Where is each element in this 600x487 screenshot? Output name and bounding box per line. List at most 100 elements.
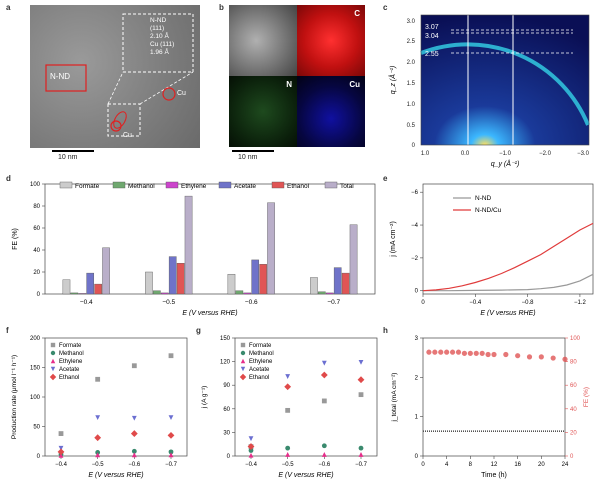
- point-formate: [358, 392, 364, 398]
- y-tick-label: 150: [30, 366, 41, 372]
- y-tick-label-right: 60: [570, 383, 577, 389]
- fe-point: [461, 350, 468, 356]
- bar-ethylene: [160, 292, 169, 295]
- y-tick-label: 0: [415, 289, 419, 295]
- x-tick-label: 24: [562, 462, 569, 468]
- point-ethanol: [167, 431, 175, 439]
- lattice-inset-labels: N-ND (111) 2.10 Å Cu (111) 1.96 Å: [150, 17, 175, 56]
- bar-formate: [227, 273, 236, 295]
- bar-formate: [145, 271, 153, 295]
- ring-label-1: 3.07: [425, 24, 439, 31]
- x-tick-label: −0.4: [469, 300, 482, 306]
- curve-n-nd: [423, 273, 594, 292]
- x-tick-label: 12: [491, 462, 498, 468]
- legend-label-0: N-ND: [475, 195, 492, 202]
- panel-label-c: c: [383, 3, 388, 12]
- fe-point: [491, 351, 497, 358]
- point-ethanol: [357, 376, 365, 384]
- chart-e-lsv: 0 −2 −4 −6 0 −0.4 −0.8 −1.2 N-ND N-ND/Cu E (V vers…: [390, 183, 594, 316]
- scale-bar-a: [52, 150, 94, 152]
- bar-ethylene: [325, 292, 334, 295]
- y-tick-label-right: 40: [570, 407, 577, 413]
- fe-point: [479, 350, 485, 356]
- bar-ethanol: [94, 283, 102, 295]
- svg-text:2.0: 2.0: [407, 60, 416, 66]
- x-axis-label: E (V versus RHE): [182, 310, 237, 316]
- bar-formate: [62, 279, 71, 295]
- fe-point: [467, 350, 473, 356]
- y-tick-label: 60: [223, 407, 230, 413]
- point-acetate: [321, 360, 327, 366]
- legend-label-formate: Formate: [59, 343, 82, 349]
- point-methanol: [358, 445, 364, 451]
- bar-methanol: [153, 290, 161, 295]
- c-map-label: C: [354, 9, 360, 18]
- bar-ethanol: [176, 262, 185, 295]
- legend-label-ethanol: Ethanol: [59, 375, 79, 381]
- nnd-region-label: N-ND: [50, 72, 70, 81]
- legend-label-ethylene: Ethylene: [59, 359, 83, 365]
- x-tick-label: 0: [421, 300, 425, 306]
- svg-text:3.0: 3.0: [407, 19, 416, 25]
- axes-frame: [234, 337, 378, 457]
- point-formate: [131, 363, 137, 369]
- bar-acetate: [168, 256, 177, 295]
- scale-bar-b: [232, 150, 274, 152]
- x-axis-label: E (V versus RHE): [480, 310, 535, 316]
- cu-label-2: Cu: [177, 90, 186, 97]
- legend-label-formate: Formate: [75, 183, 100, 190]
- giwaxs-panel: 3.07 3.04 2.55 0 0.5 1.0 1.5 2.0 2.5 3.0…: [388, 14, 590, 168]
- fe-point: [503, 351, 509, 358]
- point-methanol: [285, 445, 291, 451]
- bar-ethanol: [341, 272, 350, 295]
- y-tick-label-right: 100: [570, 336, 581, 342]
- legend-swatch-acetate: [218, 181, 232, 189]
- y-tick-label: 100: [30, 395, 41, 401]
- ring-label-3: 2.55: [425, 51, 439, 58]
- y-tick-label-left: 2: [415, 375, 419, 381]
- y-tick-label: 40: [33, 248, 40, 254]
- x-tick-label: 16: [514, 462, 521, 468]
- panel-label-e: e: [383, 174, 388, 183]
- point-acetate: [285, 374, 291, 379]
- y-tick-label: 200: [30, 336, 41, 342]
- fe-point: [538, 354, 544, 360]
- y-tick-label-right: 0: [570, 454, 574, 460]
- panel-label-f: f: [6, 326, 9, 335]
- chart-g-partial-current: 0 30 60 90 120 150 −0.4 −0.5 −0.6 −0.7 Formate Meth…: [201, 336, 378, 479]
- bar-ethanol: [259, 264, 267, 295]
- x-tick-label: −0.4: [245, 462, 258, 468]
- point-formate: [58, 431, 64, 436]
- y-tick-label: 30: [223, 430, 230, 436]
- svg-text:−2.0: −2.0: [539, 151, 552, 157]
- ring-label-2: 3.04: [425, 33, 439, 40]
- x-axis-label: E (V versus RHE): [88, 472, 143, 479]
- y-tick-label-left: 3: [415, 336, 419, 342]
- point-acetate: [358, 359, 364, 365]
- legend-swatch-ethanol: [271, 181, 285, 189]
- y-axis-label: Production rate (μmol l⁻¹ h⁻¹): [11, 355, 18, 439]
- bar-methanol: [70, 292, 79, 295]
- panel-label-h: h: [383, 326, 388, 335]
- point-acetate: [58, 445, 64, 451]
- point-ethanol: [94, 434, 102, 442]
- legend-swatch-ethylene: [165, 181, 179, 189]
- haadf-map: [229, 5, 297, 76]
- x-tick-label: −0.5: [282, 462, 295, 468]
- legend-swatch-total: [324, 181, 338, 189]
- y-tick-label-left: 0: [415, 454, 419, 460]
- svg-text:0: 0: [412, 143, 416, 149]
- point-ethylene: [58, 453, 64, 458]
- bar-methanol: [318, 291, 326, 295]
- cu-map: Cu: [297, 76, 365, 147]
- y-tick-label: 60: [33, 226, 40, 232]
- point-ethanol: [284, 383, 292, 391]
- x-tick-label: 8: [469, 462, 473, 468]
- legend-marker-ethanol: [239, 373, 247, 381]
- point-ethylene: [131, 452, 137, 458]
- svg-text:1.0: 1.0: [421, 151, 430, 157]
- legend-label-methanol: Methanol: [128, 183, 155, 190]
- fe-point: [526, 354, 533, 360]
- fe-point: [444, 349, 450, 355]
- legend-label-total: Total: [340, 183, 354, 190]
